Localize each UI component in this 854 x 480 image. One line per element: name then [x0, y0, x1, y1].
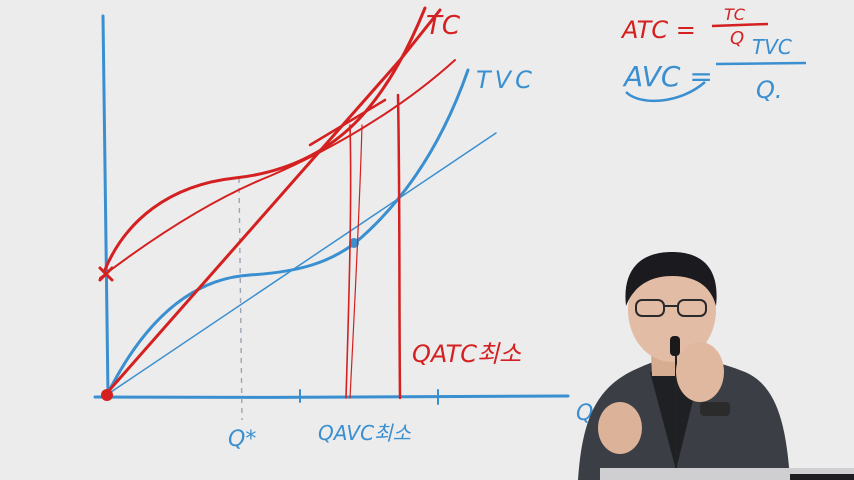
avc-formula-lhs: AVC =: [622, 60, 713, 93]
guide-lines: [238, 177, 243, 421]
desk-edge: [790, 474, 854, 480]
origin-point: [101, 389, 113, 401]
presenter-figure: [578, 252, 854, 480]
q-avc-min-guide-2: [349, 124, 363, 399]
q-avc-min-label: QAVC최소: [318, 421, 411, 445]
presenter-left-hand: [598, 402, 642, 454]
tc-curve-group: [98, 6, 456, 401]
avc-formula: AVC = TVC Q.: [622, 35, 807, 104]
atc-formula: ATC = TC Q: [620, 5, 769, 49]
q-avc-min-guide: [345, 124, 352, 399]
presenter-right-hand: [676, 342, 724, 402]
axes: [93, 14, 570, 405]
atc-formula-lhs: ATC =: [620, 16, 696, 44]
avc-tangent-point: [349, 238, 359, 248]
presenter-hair: [625, 252, 717, 306]
tvc-curve-group: [106, 68, 497, 395]
atc-formula-numerator: TC: [724, 5, 746, 24]
avc-formula-denominator: Q.: [756, 76, 783, 104]
tc-label: TC: [426, 11, 461, 41]
tvc-label: TVC: [476, 66, 536, 94]
presenter-face: [628, 258, 716, 362]
tvc-curve: [106, 68, 470, 395]
y-axis: [101, 14, 110, 397]
x-axis: [93, 394, 570, 399]
atc-ray: [104, 8, 442, 396]
atc-fraction-bar: [711, 22, 769, 28]
avc-fraction-bar: [715, 61, 807, 66]
atc-formula-denominator: Q: [730, 28, 744, 49]
avc-underline: [625, 81, 706, 103]
avc-ray: [107, 132, 497, 395]
fixed-cost-mark: [98, 266, 114, 282]
watch-icon: [700, 402, 730, 416]
q-atc-min-label: QATC최소: [412, 340, 522, 368]
q-atc-min-guide: [396, 93, 402, 400]
tangent-mark: [308, 98, 387, 147]
avc-formula-numerator: TVC: [752, 35, 792, 59]
tc-curve-sketch: [99, 59, 456, 279]
glasses-icon: [635, 299, 707, 317]
q-star-guide: [238, 177, 243, 421]
microphone-icon: [670, 336, 680, 356]
x-axis-ticks: [299, 389, 439, 405]
tc-curve: [102, 6, 427, 274]
q-star-label: Q*: [228, 427, 256, 452]
